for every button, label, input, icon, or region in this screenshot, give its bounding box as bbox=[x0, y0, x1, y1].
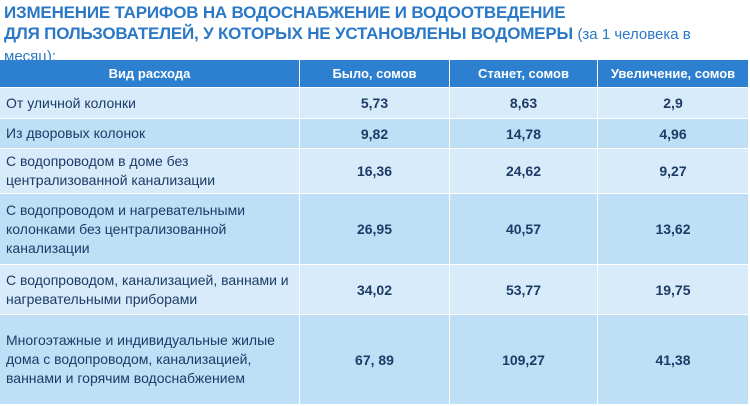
row-was: 5,73 bbox=[300, 87, 450, 118]
row-will: 24,62 bbox=[450, 148, 598, 193]
row-will: 109,27 bbox=[450, 314, 598, 404]
row-increase: 13,62 bbox=[598, 193, 748, 264]
row-will: 8,63 bbox=[450, 87, 598, 118]
row-increase: 19,75 bbox=[598, 264, 748, 314]
header-increase: Увеличение, сомов bbox=[598, 60, 748, 87]
table-row: С водопроводом в доме без централизованн… bbox=[0, 148, 748, 193]
row-will: 14,78 bbox=[450, 118, 598, 148]
row-name: Из дворовых колонок bbox=[0, 118, 300, 148]
row-was: 16,36 bbox=[300, 148, 450, 193]
row-name: От уличной колонки bbox=[0, 87, 300, 118]
row-was: 34,02 bbox=[300, 264, 450, 314]
table-row: С водопроводом и нагревательными колонка… bbox=[0, 193, 748, 264]
title-line-1: ИЗМЕНЕНИЕ ТАРИФОВ НА ВОДОСНАБЖЕНИЕ И ВОД… bbox=[4, 3, 566, 22]
row-increase: 4,96 bbox=[598, 118, 748, 148]
table-row: Из дворовых колонок 9,82 14,78 4,96 bbox=[0, 118, 748, 148]
row-increase: 9,27 bbox=[598, 148, 748, 193]
title-line-2-text: ДЛЯ ПОЛЬЗОВАТЕЛЕЙ, У КОТОРЫХ НЕ УСТАНОВЛ… bbox=[4, 24, 573, 43]
row-was: 67, 89 bbox=[300, 314, 450, 404]
row-name: С водопроводом в доме без централизованн… bbox=[0, 148, 300, 193]
row-increase: 2,9 bbox=[598, 87, 748, 118]
header-expense-type: Вид расхода bbox=[0, 60, 300, 87]
row-will: 40,57 bbox=[450, 193, 598, 264]
row-was: 26,95 bbox=[300, 193, 450, 264]
row-name: С водопроводом и нагревательными колонка… bbox=[0, 193, 300, 264]
row-name: Многоэтажные и индивидуальные жилые дома… bbox=[0, 314, 300, 404]
tariff-table: Вид расхода Было, сомов Станет, сомов Ув… bbox=[0, 60, 748, 404]
header-was: Было, сомов bbox=[300, 60, 450, 87]
row-will: 53,77 bbox=[450, 264, 598, 314]
row-increase: 41,38 bbox=[598, 314, 748, 404]
table-row: Многоэтажные и индивидуальные жилые дома… bbox=[0, 314, 748, 404]
page-title: ИЗМЕНЕНИЕ ТАРИФОВ НА ВОДОСНАБЖЕНИЕ И ВОД… bbox=[4, 2, 746, 67]
row-name: С водопроводом, канализацией, ваннами и … bbox=[0, 264, 300, 314]
header-will-be: Станет, сомов bbox=[450, 60, 598, 87]
table-row: С водопроводом, канализацией, ваннами и … bbox=[0, 264, 748, 314]
table-header-row: Вид расхода Было, сомов Станет, сомов Ув… bbox=[0, 60, 748, 87]
table-row: От уличной колонки 5,73 8,63 2,9 bbox=[0, 87, 748, 118]
row-was: 9,82 bbox=[300, 118, 450, 148]
